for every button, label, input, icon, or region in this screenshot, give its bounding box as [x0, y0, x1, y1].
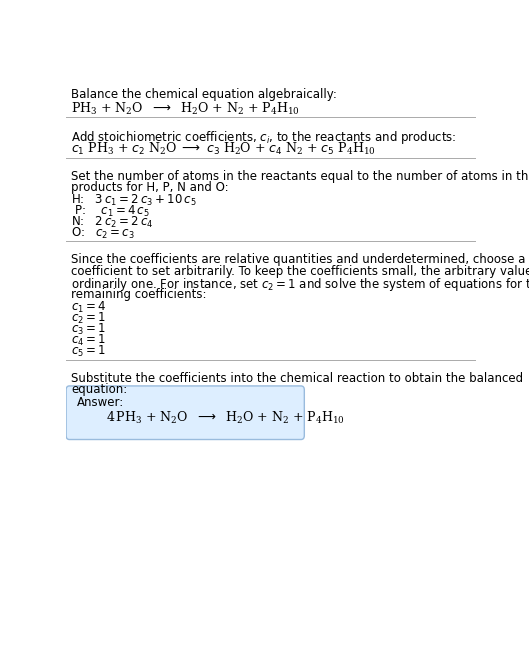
Text: P:    $c_1 = 4\,c_5$: P: $c_1 = 4\,c_5$: [71, 204, 150, 219]
Text: $c_5 = 1$: $c_5 = 1$: [71, 344, 106, 359]
Text: Answer:: Answer:: [77, 396, 124, 409]
Text: ordinarily one. For instance, set $c_2 = 1$ and solve the system of equations fo: ordinarily one. For instance, set $c_2 =…: [71, 276, 529, 293]
Text: O:   $c_2 = c_3$: O: $c_2 = c_3$: [71, 226, 135, 241]
Text: Add stoichiometric coefficients, $c_i$, to the reactants and products:: Add stoichiometric coefficients, $c_i$, …: [71, 129, 457, 146]
Text: Set the number of atoms in the reactants equal to the number of atoms in the: Set the number of atoms in the reactants…: [71, 170, 529, 182]
Text: $c_2 = 1$: $c_2 = 1$: [71, 311, 106, 325]
Text: $c_1 = 4$: $c_1 = 4$: [71, 300, 107, 314]
Text: $\mathregular{4\,PH_3}$ + $\mathregular{N_2O}$  $\longrightarrow$  $\mathregular: $\mathregular{4\,PH_3}$ + $\mathregular{…: [106, 410, 345, 426]
Text: $c_3 = 1$: $c_3 = 1$: [71, 322, 106, 336]
Text: $c_4 = 1$: $c_4 = 1$: [71, 333, 106, 348]
Text: products for H, P, N and O:: products for H, P, N and O:: [71, 181, 229, 194]
Text: remaining coefficients:: remaining coefficients:: [71, 287, 207, 300]
Text: N:   $2\,c_2 = 2\,c_4$: N: $2\,c_2 = 2\,c_4$: [71, 215, 154, 230]
Text: $\mathregular{PH_3}$ + $\mathregular{N_2O}$  $\longrightarrow$  $\mathregular{H_: $\mathregular{PH_3}$ + $\mathregular{N_2…: [71, 100, 300, 116]
Text: equation:: equation:: [71, 384, 127, 397]
Text: H:   $3\,c_1 = 2\,c_3 + 10\,c_5$: H: $3\,c_1 = 2\,c_3 + 10\,c_5$: [71, 193, 197, 208]
Text: Substitute the coefficients into the chemical reaction to obtain the balanced: Substitute the coefficients into the che…: [71, 372, 524, 385]
FancyBboxPatch shape: [66, 386, 304, 439]
Text: coefficient to set arbitrarily. To keep the coefficients small, the arbitrary va: coefficient to set arbitrarily. To keep …: [71, 265, 529, 278]
Text: Since the coefficients are relative quantities and underdetermined, choose a: Since the coefficients are relative quan…: [71, 253, 526, 267]
Text: $c_1$ $\mathregular{PH_3}$ + $c_2$ $\mathregular{N_2O}$ $\longrightarrow$ $c_3$ : $c_1$ $\mathregular{PH_3}$ + $c_2$ $\mat…: [71, 141, 376, 157]
Text: Balance the chemical equation algebraically:: Balance the chemical equation algebraica…: [71, 88, 338, 101]
